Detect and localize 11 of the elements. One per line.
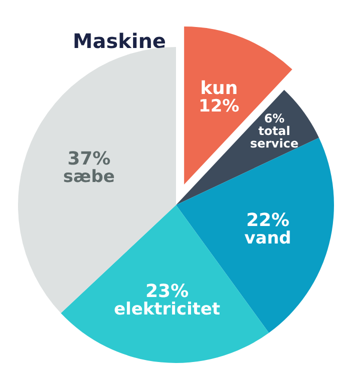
data-label: 23% [146, 280, 189, 302]
slice-label: kun [200, 78, 238, 99]
chart-title: Maskine [72, 29, 166, 53]
data-label: 37% [67, 148, 111, 170]
data-label: 6% [264, 111, 285, 126]
slice-label: vand [244, 228, 292, 248]
slice-label: elektricitet [114, 299, 220, 320]
data-label: 12% [198, 96, 240, 116]
data-label: 22% [246, 210, 290, 231]
slice-label: sæbe [63, 167, 115, 188]
slice-label: total service [250, 124, 299, 150]
